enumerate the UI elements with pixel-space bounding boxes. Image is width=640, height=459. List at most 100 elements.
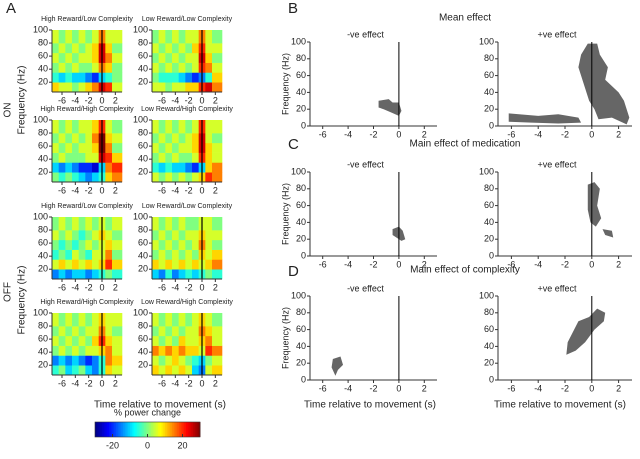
y-tick-label: 60 [484,200,494,210]
heat-cell [58,142,66,153]
heat-cell [172,355,179,366]
y-tick-label: 0 [301,374,306,384]
heat-cell [192,335,199,346]
heat-cell [52,162,59,173]
heat-cell [85,162,93,173]
heat-cell [52,313,59,327]
heat-cell [58,82,66,93]
heat-cell [172,133,179,144]
heat-cell [112,365,123,376]
heat-cell [105,259,113,270]
y-tick-label: 100 [291,166,306,176]
heat-cell [158,313,166,327]
colorbar-swatch [161,422,164,437]
x-tick-label: -4 [71,185,79,195]
heat-cell [185,313,193,327]
y-tick-label: 60 [484,324,494,334]
heat-cell [212,162,223,173]
x-tick-label: -4 [71,378,79,388]
heat-cell [178,365,186,376]
x-tick-label: 2 [113,378,118,388]
heat-cell [212,133,223,144]
heat-cell [72,162,79,173]
heat-cell [158,217,166,231]
significant-region [602,229,614,238]
heat-cell [72,365,79,376]
heat-cell [205,313,213,327]
heat-cell [58,230,66,241]
heat-cell [172,259,179,270]
y-tick-label: 20 [38,264,48,274]
heat-cell [72,259,79,270]
heat-cell [65,62,73,73]
heat-cell [205,72,213,83]
heat-cell [172,62,179,73]
heat-cell [152,230,159,241]
heat-cell [105,43,113,54]
heat-cell [52,43,59,54]
colorbar-swatch [112,422,115,437]
section-title: Mean effect [439,13,491,24]
heat-cell [165,172,173,183]
heat-cell [192,249,199,260]
colorbar-swatch [126,422,129,437]
heat-cell [58,162,66,173]
heat-cell [58,152,66,163]
y-tick-label: 80 [38,320,48,330]
heat-cell [112,239,123,250]
heat-cell [185,120,193,134]
heat-cell [105,120,113,134]
heat-cell [165,142,173,153]
x-tick-label: -2 [561,129,569,139]
heat-cell [52,326,59,337]
heat-cell [78,239,86,250]
heat-cell [92,30,99,44]
colorbar-tick-label: 0 [145,440,150,450]
heat-cell [152,259,159,270]
heat-cell [185,355,193,366]
y-tick-label: 40 [296,87,306,97]
heat-cell [65,82,73,93]
heat-cell [165,239,173,250]
heat-cell [105,313,113,327]
heat-cell [178,62,186,73]
heat-cell [192,72,199,83]
heat-cell [78,172,86,183]
heat-cell [185,326,193,337]
heat-cell [212,52,223,63]
heat-cell [92,313,99,327]
heat-cell [72,120,79,134]
heat-cell [178,239,186,250]
heat-cell [65,355,73,366]
heat-cell [78,162,86,173]
heat-cell [112,72,123,83]
heat-cell [65,133,73,144]
y-tick-label: 40 [38,251,48,261]
x-tick-label: -6 [158,378,166,388]
x-tick-label: -4 [534,383,542,393]
row-label: OFF [3,282,14,302]
heat-cell [112,120,123,134]
heat-cell [105,142,113,153]
colorbar-swatch [151,422,154,437]
heat-cell [185,172,193,183]
chart-title: +ve effect [537,29,577,39]
colorbar-swatch [152,422,155,437]
x-tick-label: -2 [85,95,93,105]
heat-cell [58,52,66,63]
heat-cell [205,249,213,260]
heat-cell [65,142,73,153]
x-tick-label: 2 [616,129,621,139]
colorbar-swatch [158,422,161,437]
heat-cell [78,142,86,153]
heat-cell [212,249,223,260]
heat-cell [192,52,199,63]
colorbar-swatch [186,422,189,437]
heat-cell [212,152,223,163]
heat-cell [192,313,199,327]
heat-cell [92,172,99,183]
heat-cell [185,133,193,144]
heat-cell [92,249,99,260]
heat-cell [112,133,123,144]
heat-cell [105,133,113,144]
